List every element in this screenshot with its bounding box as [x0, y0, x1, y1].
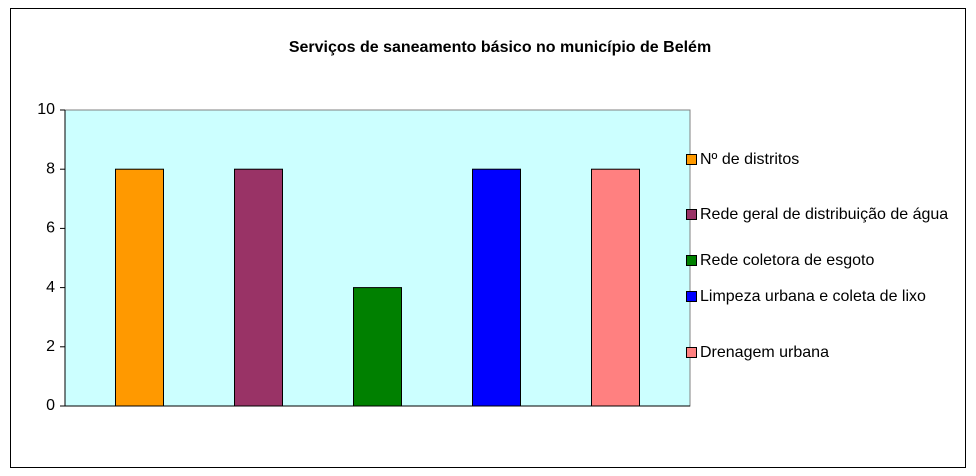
legend-label: Rede coletora de esgoto	[700, 252, 875, 269]
legend-swatch	[686, 291, 697, 302]
legend-item: Drenagem urbana	[686, 343, 970, 362]
legend-swatch	[686, 209, 697, 220]
legend-swatch	[686, 347, 697, 358]
y-tick-label: 0	[46, 397, 55, 414]
y-tick-label: 4	[46, 279, 55, 296]
legend-item: Limpeza urbana e coleta de lixo	[686, 287, 970, 306]
legend-label: Rede geral de distribuição de água	[700, 206, 949, 223]
bar	[353, 287, 402, 407]
bar	[591, 168, 640, 407]
y-tick-label: 8	[46, 160, 55, 177]
legend-item: Rede geral de distribuição de água	[686, 205, 970, 224]
legend-swatch	[686, 154, 697, 165]
legend-swatch	[686, 255, 697, 266]
legend-item: Nº de distritos	[686, 150, 970, 169]
legend-label: Drenagem urbana	[700, 344, 829, 361]
legend-label: Nº de distritos	[700, 151, 800, 168]
bar	[234, 168, 283, 407]
y-tick-label: 2	[46, 338, 55, 355]
chart-title: Serviços de saneamento básico no municíp…	[289, 39, 711, 56]
y-tick-label: 6	[46, 220, 55, 237]
bar	[472, 168, 521, 407]
bar	[115, 168, 164, 407]
y-tick-label: 10	[37, 101, 55, 118]
legend-label: Limpeza urbana e coleta de lixo	[700, 288, 926, 305]
legend-item: Rede coletora de esgoto	[686, 251, 970, 270]
